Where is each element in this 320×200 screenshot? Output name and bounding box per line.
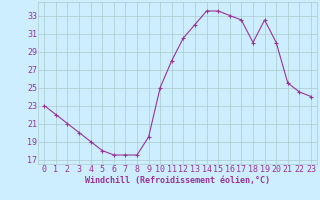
X-axis label: Windchill (Refroidissement éolien,°C): Windchill (Refroidissement éolien,°C) xyxy=(85,176,270,185)
